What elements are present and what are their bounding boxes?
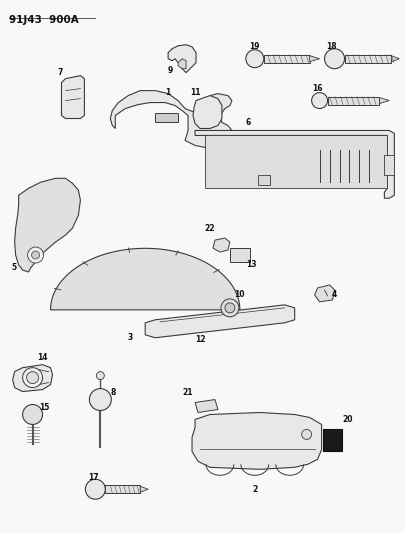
Polygon shape bbox=[13, 365, 53, 392]
Polygon shape bbox=[192, 413, 322, 469]
Polygon shape bbox=[328, 96, 379, 104]
Polygon shape bbox=[51, 248, 240, 310]
Polygon shape bbox=[195, 400, 218, 413]
Polygon shape bbox=[391, 56, 399, 62]
Text: 15: 15 bbox=[39, 403, 50, 412]
Circle shape bbox=[23, 368, 43, 387]
Circle shape bbox=[32, 251, 40, 259]
Polygon shape bbox=[140, 486, 148, 492]
Polygon shape bbox=[155, 112, 178, 123]
Circle shape bbox=[90, 389, 111, 410]
Text: 13: 13 bbox=[247, 260, 257, 269]
Circle shape bbox=[311, 93, 328, 109]
Polygon shape bbox=[145, 305, 295, 338]
Polygon shape bbox=[193, 95, 222, 128]
Polygon shape bbox=[178, 59, 186, 69]
Text: 6: 6 bbox=[245, 118, 250, 127]
Polygon shape bbox=[213, 238, 230, 252]
Text: 14: 14 bbox=[37, 353, 48, 362]
Text: 18: 18 bbox=[326, 42, 337, 51]
Polygon shape bbox=[310, 56, 320, 62]
Text: 7: 7 bbox=[58, 68, 63, 77]
Circle shape bbox=[302, 430, 311, 439]
Text: 91J43  900A: 91J43 900A bbox=[9, 15, 79, 25]
Circle shape bbox=[23, 405, 43, 424]
Text: 16: 16 bbox=[312, 84, 323, 93]
Polygon shape bbox=[205, 135, 387, 188]
Circle shape bbox=[324, 49, 345, 69]
Text: 2: 2 bbox=[252, 484, 258, 494]
Polygon shape bbox=[62, 76, 84, 118]
Text: 3: 3 bbox=[128, 333, 133, 342]
Polygon shape bbox=[315, 285, 335, 302]
Text: 19: 19 bbox=[249, 42, 260, 51]
Circle shape bbox=[96, 372, 104, 379]
Text: 9: 9 bbox=[168, 66, 173, 75]
Circle shape bbox=[27, 372, 38, 384]
Polygon shape bbox=[168, 45, 196, 72]
Polygon shape bbox=[195, 131, 394, 198]
Polygon shape bbox=[384, 156, 394, 175]
Circle shape bbox=[85, 479, 105, 499]
Text: 5: 5 bbox=[11, 263, 16, 272]
Polygon shape bbox=[323, 430, 341, 451]
Polygon shape bbox=[110, 91, 232, 148]
Text: 20: 20 bbox=[342, 415, 353, 424]
Polygon shape bbox=[230, 248, 250, 262]
Text: 11: 11 bbox=[190, 88, 200, 97]
Polygon shape bbox=[15, 179, 81, 272]
Text: 10: 10 bbox=[234, 290, 245, 300]
Circle shape bbox=[28, 247, 44, 263]
Circle shape bbox=[221, 299, 239, 317]
Polygon shape bbox=[345, 55, 391, 63]
Circle shape bbox=[225, 303, 235, 313]
Polygon shape bbox=[379, 98, 389, 103]
Circle shape bbox=[246, 50, 264, 68]
Text: 4: 4 bbox=[332, 290, 337, 300]
Polygon shape bbox=[105, 485, 140, 493]
Text: 17: 17 bbox=[88, 473, 99, 482]
Text: 22: 22 bbox=[205, 224, 215, 232]
Polygon shape bbox=[258, 175, 270, 185]
Text: 21: 21 bbox=[183, 388, 193, 397]
Text: 1: 1 bbox=[166, 88, 171, 97]
Polygon shape bbox=[264, 55, 310, 63]
Text: 12: 12 bbox=[195, 335, 205, 344]
Text: 8: 8 bbox=[111, 388, 116, 397]
